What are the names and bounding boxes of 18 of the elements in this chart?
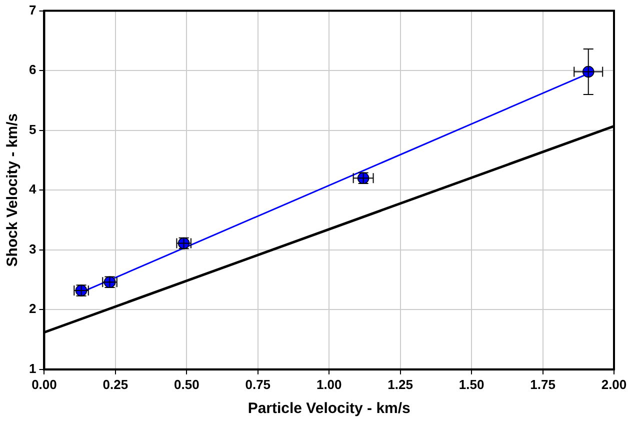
x-tick-label: 0.75 xyxy=(245,376,271,392)
y-tick-label: 1 xyxy=(28,360,36,376)
y-tick-label: 5 xyxy=(28,122,36,137)
y-tick-label: 7 xyxy=(28,2,36,18)
x-tick-label: 2.00 xyxy=(601,376,627,392)
y-axis-title: Shock Velocity - km/s xyxy=(4,113,22,267)
x-axis-title: Particle Velocity - km/s xyxy=(248,400,410,418)
x-tick-label: 1.00 xyxy=(316,376,342,392)
x-tick-label: 1.50 xyxy=(458,376,484,392)
x-tick-label: 0.25 xyxy=(102,376,128,392)
x-tick-label: 0.00 xyxy=(32,376,57,392)
x-tick-label: 1.25 xyxy=(388,376,413,392)
y-tick-label: 6 xyxy=(28,62,36,78)
y-tick-label: 2 xyxy=(28,301,36,316)
y-tick-label: 3 xyxy=(28,241,36,256)
x-tick-label: 1.75 xyxy=(530,376,556,392)
y-tick-label: 4 xyxy=(28,182,37,197)
x-tick-label: 0.50 xyxy=(174,376,200,392)
